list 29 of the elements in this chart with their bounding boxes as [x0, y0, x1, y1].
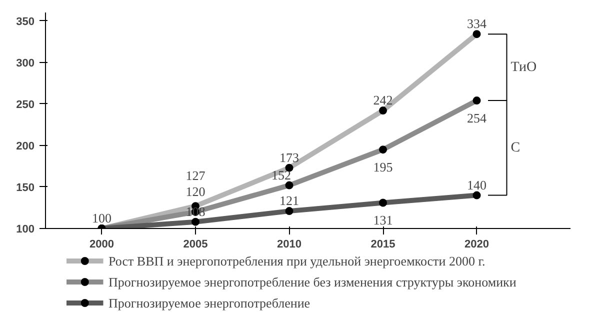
legend-label: Прогнозируемое энергопотребление без изменения структуры экономики	[108, 274, 516, 290]
x-tick-label: 2005	[183, 238, 208, 250]
data-label: 100	[92, 210, 112, 226]
legend-label: Рост ВВП и энергопотребления при удельной энергоемкости 2000 г.	[108, 254, 486, 268]
x-tick-label: 2015	[370, 238, 396, 250]
data-label: 195	[373, 160, 393, 175]
data-label: 120	[186, 184, 206, 199]
annotation: С	[510, 140, 520, 156]
y-tick-label: 100	[16, 224, 35, 236]
y-tick-label: 350	[16, 16, 35, 28]
data-label: 242	[373, 92, 393, 108]
y-tick-label: 150	[16, 182, 35, 194]
data-label: 254	[467, 110, 487, 126]
y-tick-label: 200	[16, 140, 35, 152]
data-label: 131	[373, 212, 393, 228]
data-label: 334	[467, 16, 487, 32]
data-label: 173	[280, 150, 299, 165]
data-label: 152	[272, 167, 291, 182]
y-tick-label: 250	[16, 98, 35, 111]
x-tick-label: 2020	[464, 238, 489, 250]
x-tick-label: 2000	[90, 238, 114, 250]
data-label: 127	[186, 168, 206, 184]
legend-label: Прогнозируемое энергопотребление	[108, 296, 310, 310]
y-tick-label: 300	[16, 57, 35, 70]
data-label: 108	[186, 204, 206, 219]
data-label: 140	[467, 177, 486, 192]
x-tick-label: 2010	[277, 238, 302, 250]
annotation: ТиО	[510, 60, 537, 75]
data-label: 121	[280, 193, 299, 208]
